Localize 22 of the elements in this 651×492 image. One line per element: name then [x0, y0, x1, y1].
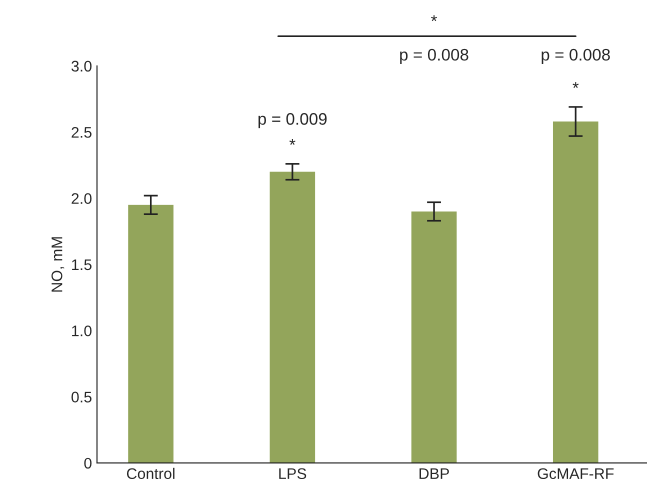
bar: [270, 172, 316, 463]
y-tick-label: 0: [84, 458, 92, 469]
x-tick-label: Control: [126, 468, 174, 480]
y-tick-label: 0.5: [72, 392, 92, 402]
y-tick-label: 1.5: [72, 259, 92, 270]
x-tick-label: DBP: [420, 468, 449, 479]
text: p = 0.008: [542, 48, 610, 64]
annotation: p = 0.009: [258, 113, 327, 128]
annotation: *: [572, 82, 579, 88]
y-axis-title: NO, mM: [52, 237, 64, 292]
bar: [128, 204, 174, 463]
bar: [552, 122, 598, 463]
bar: [411, 212, 457, 463]
y-tick-label: 1.0: [72, 325, 92, 336]
x-tick-label: GcMAF-RF: [538, 468, 614, 480]
annotation: *: [289, 139, 296, 145]
y-tick-label: 2.5: [72, 126, 92, 138]
text: p = 0.008: [400, 48, 468, 64]
y-tick-label: 3.0: [71, 60, 92, 72]
y-tick-label: 2.0: [72, 193, 92, 204]
text: *: [431, 15, 438, 22]
x-tick-label: LPS: [279, 468, 306, 480]
